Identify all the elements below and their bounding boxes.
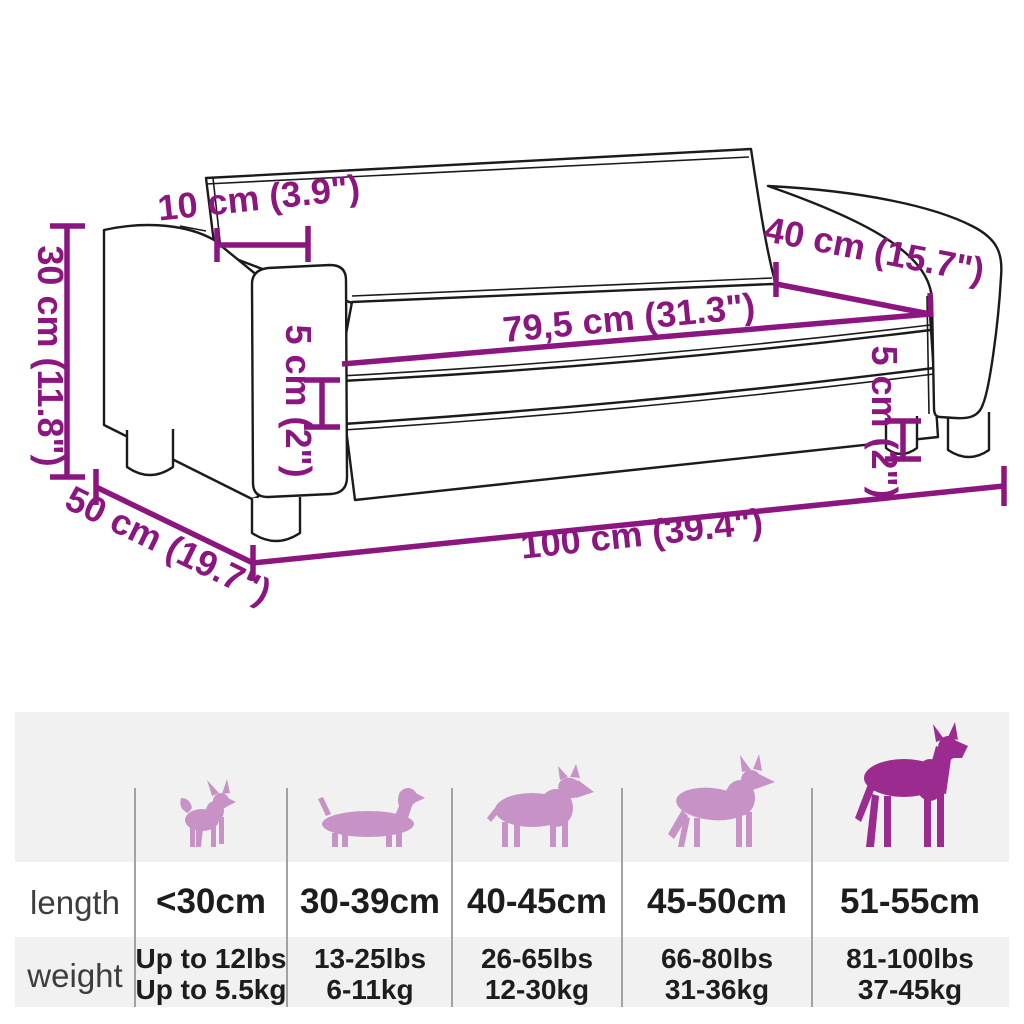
svg-text:81-100lbs: 81-100lbs <box>846 943 974 974</box>
svg-text:6-11kg: 6-11kg <box>326 974 413 1005</box>
sofa-drawing <box>102 147 1003 543</box>
dimension-height-30cm: 30 cm (11.8") <box>30 223 85 480</box>
cushion-left-dimension-label: 5 cm (2") <box>278 324 319 477</box>
svg-text:37-45kg: 37-45kg <box>858 974 962 1005</box>
dimension-cushion-left-5cm: 5 cm (2") <box>278 324 340 478</box>
length-cell: <30cm <box>156 882 266 921</box>
dimension-cushion-right-5cm: 5 cm (2") <box>864 345 921 499</box>
weight-cell: 81-100lbs 37-45kg <box>846 943 974 1005</box>
bull-terrier-icon <box>487 764 594 847</box>
svg-text:12-30kg: 12-30kg <box>485 974 589 1005</box>
weight-cell: 26-65lbs 12-30kg <box>481 943 593 1005</box>
length-cell: 51-55cm <box>840 882 980 921</box>
chihuahua-icon <box>180 779 236 847</box>
weight-row-label: weight <box>26 957 122 994</box>
svg-text:Up to 12lbs: Up to 12lbs <box>136 943 287 974</box>
sofa-leg <box>250 497 302 543</box>
depth-dimension-label: 50 cm (19.7") <box>59 477 278 612</box>
sofa-right-armrest <box>766 184 1003 420</box>
length-row-band <box>15 862 1009 937</box>
svg-text:Up to 5.5kg: Up to 5.5kg <box>136 974 287 1005</box>
height-dimension-label: 30 cm (11.8") <box>30 245 71 466</box>
weight-cell: Up to 12lbs Up to 5.5kg <box>136 943 287 1005</box>
length-cell: 45-50cm <box>647 882 787 921</box>
length-cell: 40-45cm <box>467 882 607 921</box>
svg-text:66-80lbs: 66-80lbs <box>661 943 773 974</box>
sofa-left-armrest <box>250 263 349 499</box>
great-dane-icon <box>855 722 968 847</box>
cushion-right-dimension-label: 5 cm (2") <box>864 345 905 498</box>
svg-text:31-36kg: 31-36kg <box>665 974 769 1005</box>
weight-cell: 66-80lbs 31-36kg <box>661 943 773 1005</box>
german-shepherd-icon <box>668 754 775 847</box>
width-dimension-label: 100 cm (39.4") <box>519 500 765 566</box>
svg-text:13-25lbs: 13-25lbs <box>314 943 426 974</box>
dachshund-icon <box>318 788 425 847</box>
length-row-label: length <box>30 884 120 921</box>
sofa-leg <box>125 429 175 477</box>
dog-size-chart: length weight <30cm 30-39cm 40-45cm 45-5… <box>15 712 1009 1007</box>
size-chart-panel <box>15 712 1009 1007</box>
length-cell: 30-39cm <box>300 882 440 921</box>
sofa-leg <box>946 412 991 459</box>
svg-text:26-65lbs: 26-65lbs <box>481 943 593 974</box>
weight-cell: 13-25lbs 6-11kg <box>314 943 426 1005</box>
